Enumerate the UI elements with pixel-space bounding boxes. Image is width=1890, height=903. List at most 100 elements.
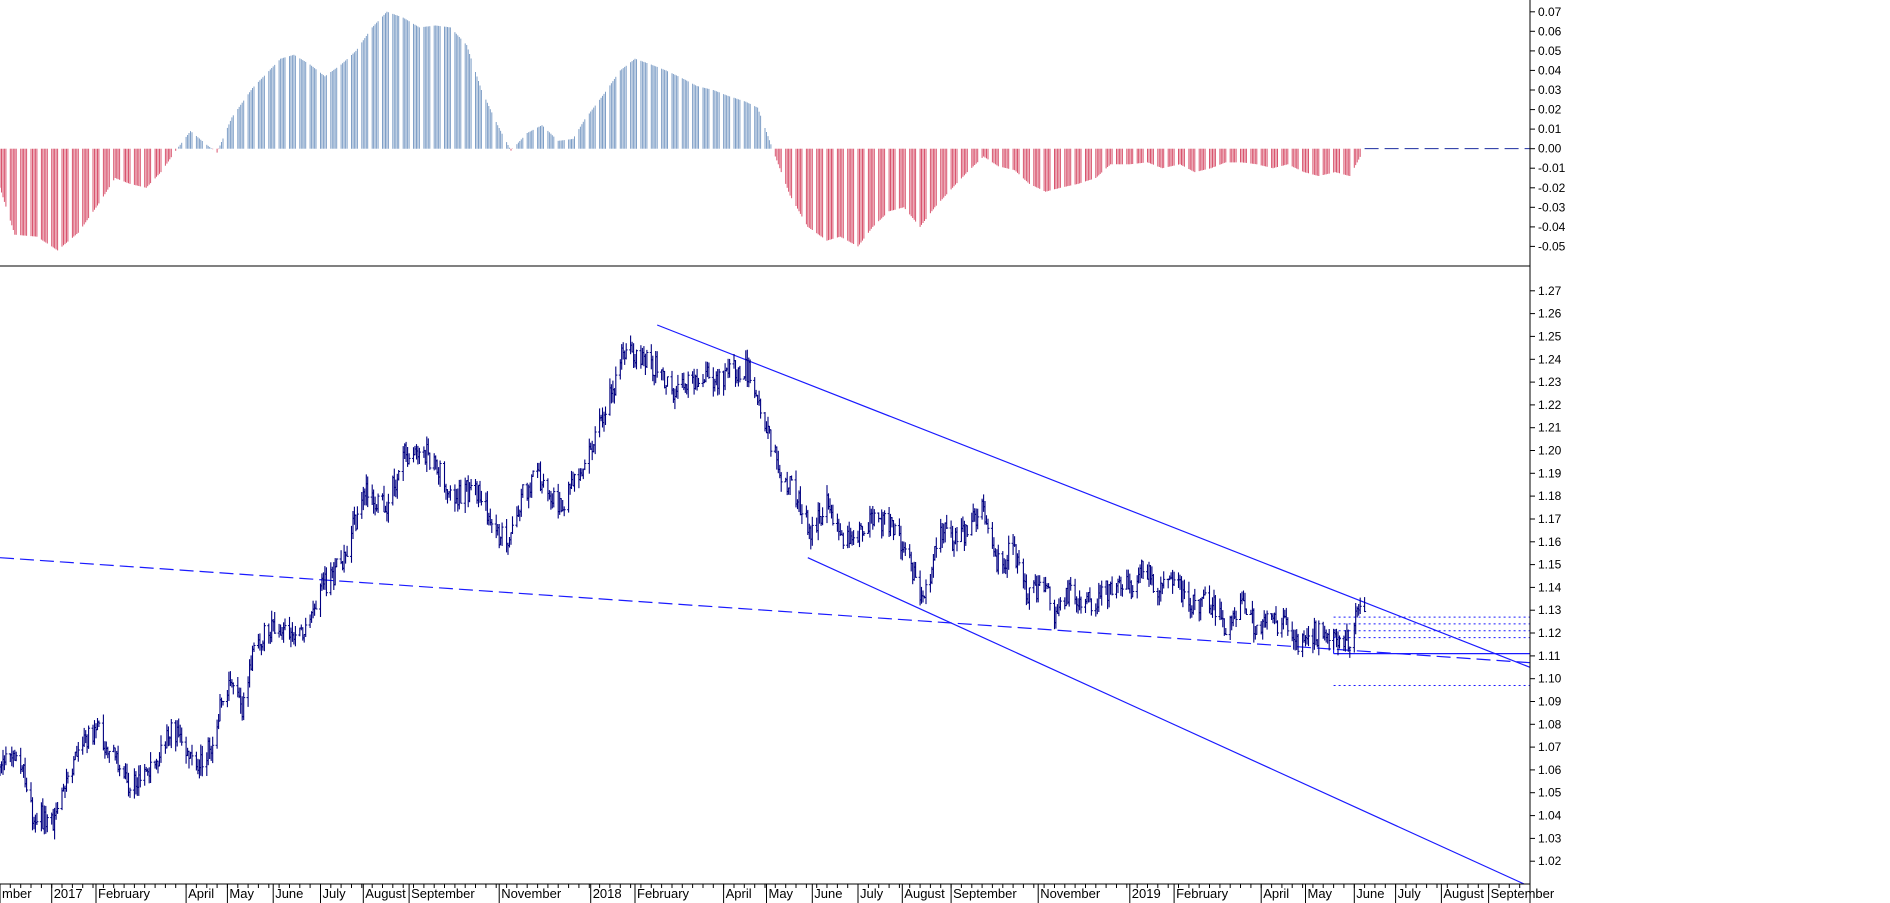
price-ohlc-bar (45, 814, 49, 833)
price-ohlc-bar (1038, 575, 1042, 586)
price-ohlc-bar (1276, 620, 1279, 636)
price-ohlc-bar (490, 519, 494, 533)
price-ohlc-bar (107, 750, 111, 763)
price-ohlc-bar (769, 429, 773, 457)
price-ohlc-bar (1120, 584, 1124, 597)
price-ohlc-bar (211, 736, 215, 764)
x-tick-label: November (1040, 886, 1101, 901)
oscillator-y-tick-label: 0.06 (1538, 24, 1562, 38)
price-ohlc-bar (697, 377, 700, 387)
price-y-tick-label: 1.20 (1538, 444, 1562, 458)
price-ohlc-bar (14, 751, 18, 762)
price-ohlc-bar (56, 802, 60, 814)
price-y-tick-label: 1.11 (1538, 649, 1561, 663)
price-ohlc-bar (314, 600, 318, 610)
price-y-tick-label: 1.22 (1538, 398, 1562, 412)
x-tick-label: July (1398, 886, 1422, 901)
price-ohlc-bar (883, 510, 887, 525)
price-ohlc-bar (531, 470, 535, 477)
x-tick-label: February (637, 886, 690, 901)
price-ohlc-bar (118, 764, 122, 777)
price-y-tick-label: 1.14 (1538, 580, 1562, 594)
price-ohlc-bar (986, 518, 990, 534)
price-ohlc-bar (1265, 610, 1269, 630)
price-ohlc-bar (686, 371, 690, 398)
price-ohlc-bar (728, 358, 732, 378)
price-trendlines (0, 324, 1531, 885)
price-ohlc-bar (738, 365, 742, 383)
x-tick-label: August (365, 886, 406, 901)
price-ohlc-bar (748, 359, 752, 384)
price-ohlc-bar (138, 765, 142, 788)
price-ohlc-bar (252, 642, 256, 652)
price-ohlc-bar (676, 374, 680, 399)
price-ohlc-bar (1058, 597, 1062, 611)
price-ohlc-bar (593, 426, 597, 455)
price-ohlc-bar (1203, 586, 1207, 596)
price-ohlc-bar (355, 506, 359, 530)
price-ohlc-bar (159, 735, 163, 763)
price-y-tick-label: 1.25 (1538, 329, 1562, 343)
price-ohlc-bar (1213, 595, 1217, 626)
price-ohlc-bar (4, 746, 8, 766)
price-ohlc-bar (1244, 608, 1248, 615)
oscillator-y-tick-label: -0.03 (1538, 200, 1566, 214)
price-ohlc-bar (428, 452, 432, 470)
price-ohlc-bar (283, 618, 287, 631)
price-ohlc-bar (862, 531, 866, 536)
price-ohlc-bar (190, 744, 194, 766)
price-ohlc-bar (97, 720, 101, 727)
x-tick-label: February (98, 886, 151, 901)
price-ohlc-bar (1069, 577, 1073, 591)
price-ohlc-bar (1348, 646, 1352, 658)
price-ohlc-bar (810, 516, 814, 546)
price-ohlc-bar (1255, 624, 1259, 635)
price-ohlc-bar (666, 376, 669, 387)
price-y-tick-label: 1.06 (1538, 763, 1562, 777)
price-ohlc-bar (438, 460, 442, 487)
price-ohlc-bar (521, 484, 525, 498)
price-ohlc-bar (542, 473, 545, 488)
oscillator-y-tick-label: -0.01 (1538, 161, 1566, 175)
price-ohlc-bar (934, 537, 938, 558)
oscillator-y-tick-label: 0.03 (1538, 83, 1562, 97)
price-ohlc-bar (366, 476, 370, 508)
price-ohlc-bar (1151, 574, 1155, 593)
price-y-tick-label: 1.21 (1538, 421, 1562, 435)
price-y-tick-label: 1.10 (1538, 672, 1562, 686)
price-y-tick-label: 1.03 (1538, 831, 1562, 845)
price-ohlc-bar (417, 447, 421, 464)
x-tick-label: September (953, 886, 1017, 901)
price-ohlc-bar (872, 509, 876, 527)
price-ohlc-bars (0, 335, 1367, 840)
x-tick-label: July (323, 886, 347, 901)
price-y-tick-label: 1.04 (1538, 809, 1562, 823)
price-ohlc-bar (376, 493, 380, 513)
x-tick-label: May (1308, 886, 1333, 901)
price-ohlc-bar (180, 727, 184, 746)
price-y-tick-label: 1.24 (1538, 352, 1562, 366)
price-ohlc-bar (511, 516, 514, 534)
price-ohlc-bar (852, 530, 856, 545)
x-tick-label: May (229, 886, 254, 901)
price-ohlc-bar (407, 453, 411, 465)
oscillator-y-tick-label: -0.04 (1538, 220, 1566, 234)
price-ohlc-bar (262, 622, 266, 652)
x-tick-label: July (860, 886, 884, 901)
oscillator-panel (0, 11, 1530, 251)
price-ohlc-bar (604, 406, 607, 425)
price-ohlc-bar (759, 398, 763, 419)
price-y-tick-label: 1.08 (1538, 717, 1562, 731)
price-ohlc-bar (1224, 628, 1228, 636)
price-ohlc-bar (841, 532, 845, 549)
price-ohlc-bar (500, 522, 504, 546)
x-tick-label: 2017 (54, 886, 83, 901)
upper-channel-line (656, 324, 1531, 668)
price-ohlc-bar (87, 725, 91, 749)
price-ohlc-bar (273, 612, 277, 634)
oscillator-y-tick-label: 0.04 (1538, 63, 1562, 77)
price-y-tick-label: 1.23 (1538, 375, 1562, 389)
price-y-tick-label: 1.16 (1538, 535, 1562, 549)
price-ohlc-bar (614, 366, 618, 396)
price-ohlc-bar (645, 349, 649, 368)
